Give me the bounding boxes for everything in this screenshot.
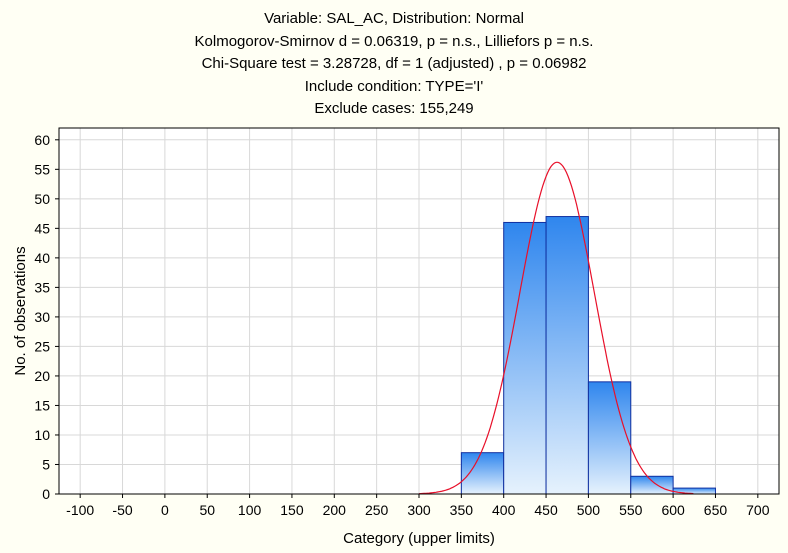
histogram-bar <box>672 487 716 495</box>
y-tick-label: 0 <box>42 486 50 502</box>
y-tick-label: 30 <box>34 309 50 325</box>
axis-ticks: -100 -50 0 50 100 150 200 250 300 350 400 450 500 550… <box>34 132 769 518</box>
y-tick-label: 45 <box>34 220 50 236</box>
x-tick-label: 350 <box>450 502 474 518</box>
x-tick-label: 300 <box>407 502 431 518</box>
chart-title-block: Variable: SAL_AC, Distribution: Normal K… <box>0 8 788 121</box>
title-line-2: Kolmogorov-Smirnov d = 0.06319, p = n.s.… <box>194 32 594 50</box>
x-tick-label: 50 <box>199 502 215 518</box>
x-tick-label: 650 <box>704 502 728 518</box>
histogram-bar <box>587 381 632 495</box>
y-tick-label: 15 <box>34 397 50 413</box>
title-line-5: Exclude cases: 155,249 <box>314 100 474 117</box>
x-tick-label: 200 <box>323 502 347 518</box>
x-tick-label: -100 <box>66 502 94 518</box>
y-tick-label: 55 <box>34 161 50 177</box>
title-line-1: Variable: SAL_AC, Distribution: Normal <box>264 10 524 27</box>
y-tick-label: 20 <box>34 368 50 384</box>
x-tick-label: 250 <box>365 502 389 518</box>
x-tick-label: 550 <box>619 502 643 518</box>
x-tick-label: 700 <box>746 502 770 518</box>
y-tick-label: 25 <box>34 338 50 354</box>
x-tick-label: 500 <box>577 502 601 518</box>
histogram-bar <box>630 475 674 495</box>
y-tick-label: 60 <box>34 132 50 148</box>
y-tick-label: 35 <box>34 279 50 295</box>
x-tick-label: 600 <box>661 502 685 518</box>
title-line-4: Include condition: TYPE='I' <box>304 77 484 95</box>
x-tick-label: 400 <box>492 502 516 518</box>
y-tick-label: 50 <box>34 191 50 207</box>
x-axis-title: Category (upper limits) <box>343 530 495 547</box>
y-tick-label: 40 <box>34 250 50 266</box>
x-tick-label: 0 <box>161 502 169 518</box>
x-tick-label: 100 <box>238 502 262 518</box>
x-tick-label: 450 <box>534 502 558 518</box>
histogram-bar <box>460 452 505 495</box>
normal-fit-curve <box>418 161 694 495</box>
y-axis-title: No. of observations <box>12 246 29 375</box>
histogram-bar <box>545 216 589 495</box>
y-tick-label: 10 <box>34 427 50 443</box>
x-tick-label: -50 <box>112 502 132 518</box>
title-line-3: Chi-Square test = 3.28728, df = 1 (adjus… <box>201 55 587 72</box>
x-tick-label: 150 <box>280 502 304 518</box>
y-tick-label: 5 <box>42 456 50 472</box>
